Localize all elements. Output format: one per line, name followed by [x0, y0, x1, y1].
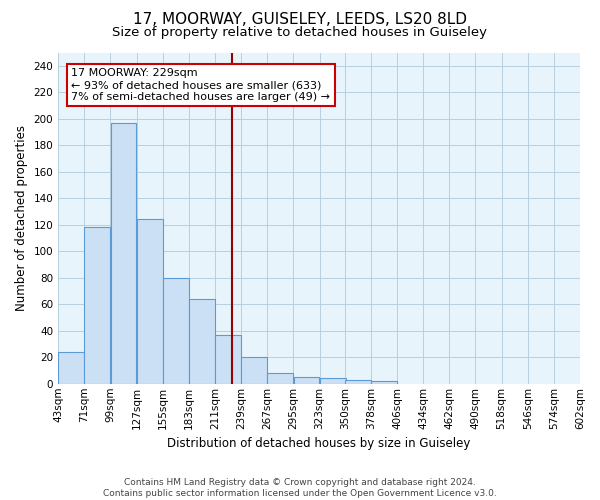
- Bar: [320, 378, 346, 384]
- Bar: [137, 220, 163, 384]
- Text: Size of property relative to detached houses in Guiseley: Size of property relative to detached ho…: [113, 26, 487, 39]
- Text: Contains HM Land Registry data © Crown copyright and database right 2024.
Contai: Contains HM Land Registry data © Crown c…: [103, 478, 497, 498]
- Bar: [345, 380, 371, 384]
- Text: 17, MOORWAY, GUISELEY, LEEDS, LS20 8LD: 17, MOORWAY, GUISELEY, LEEDS, LS20 8LD: [133, 12, 467, 28]
- Bar: [58, 352, 84, 384]
- Bar: [163, 278, 189, 384]
- Bar: [268, 373, 293, 384]
- Bar: [241, 358, 267, 384]
- Bar: [85, 228, 110, 384]
- X-axis label: Distribution of detached houses by size in Guiseley: Distribution of detached houses by size …: [167, 437, 471, 450]
- Bar: [293, 377, 319, 384]
- Y-axis label: Number of detached properties: Number of detached properties: [15, 125, 28, 311]
- Bar: [215, 334, 241, 384]
- Bar: [110, 122, 136, 384]
- Text: 17 MOORWAY: 229sqm
← 93% of detached houses are smaller (633)
7% of semi-detache: 17 MOORWAY: 229sqm ← 93% of detached hou…: [71, 68, 330, 102]
- Bar: [371, 381, 397, 384]
- Bar: [189, 299, 215, 384]
